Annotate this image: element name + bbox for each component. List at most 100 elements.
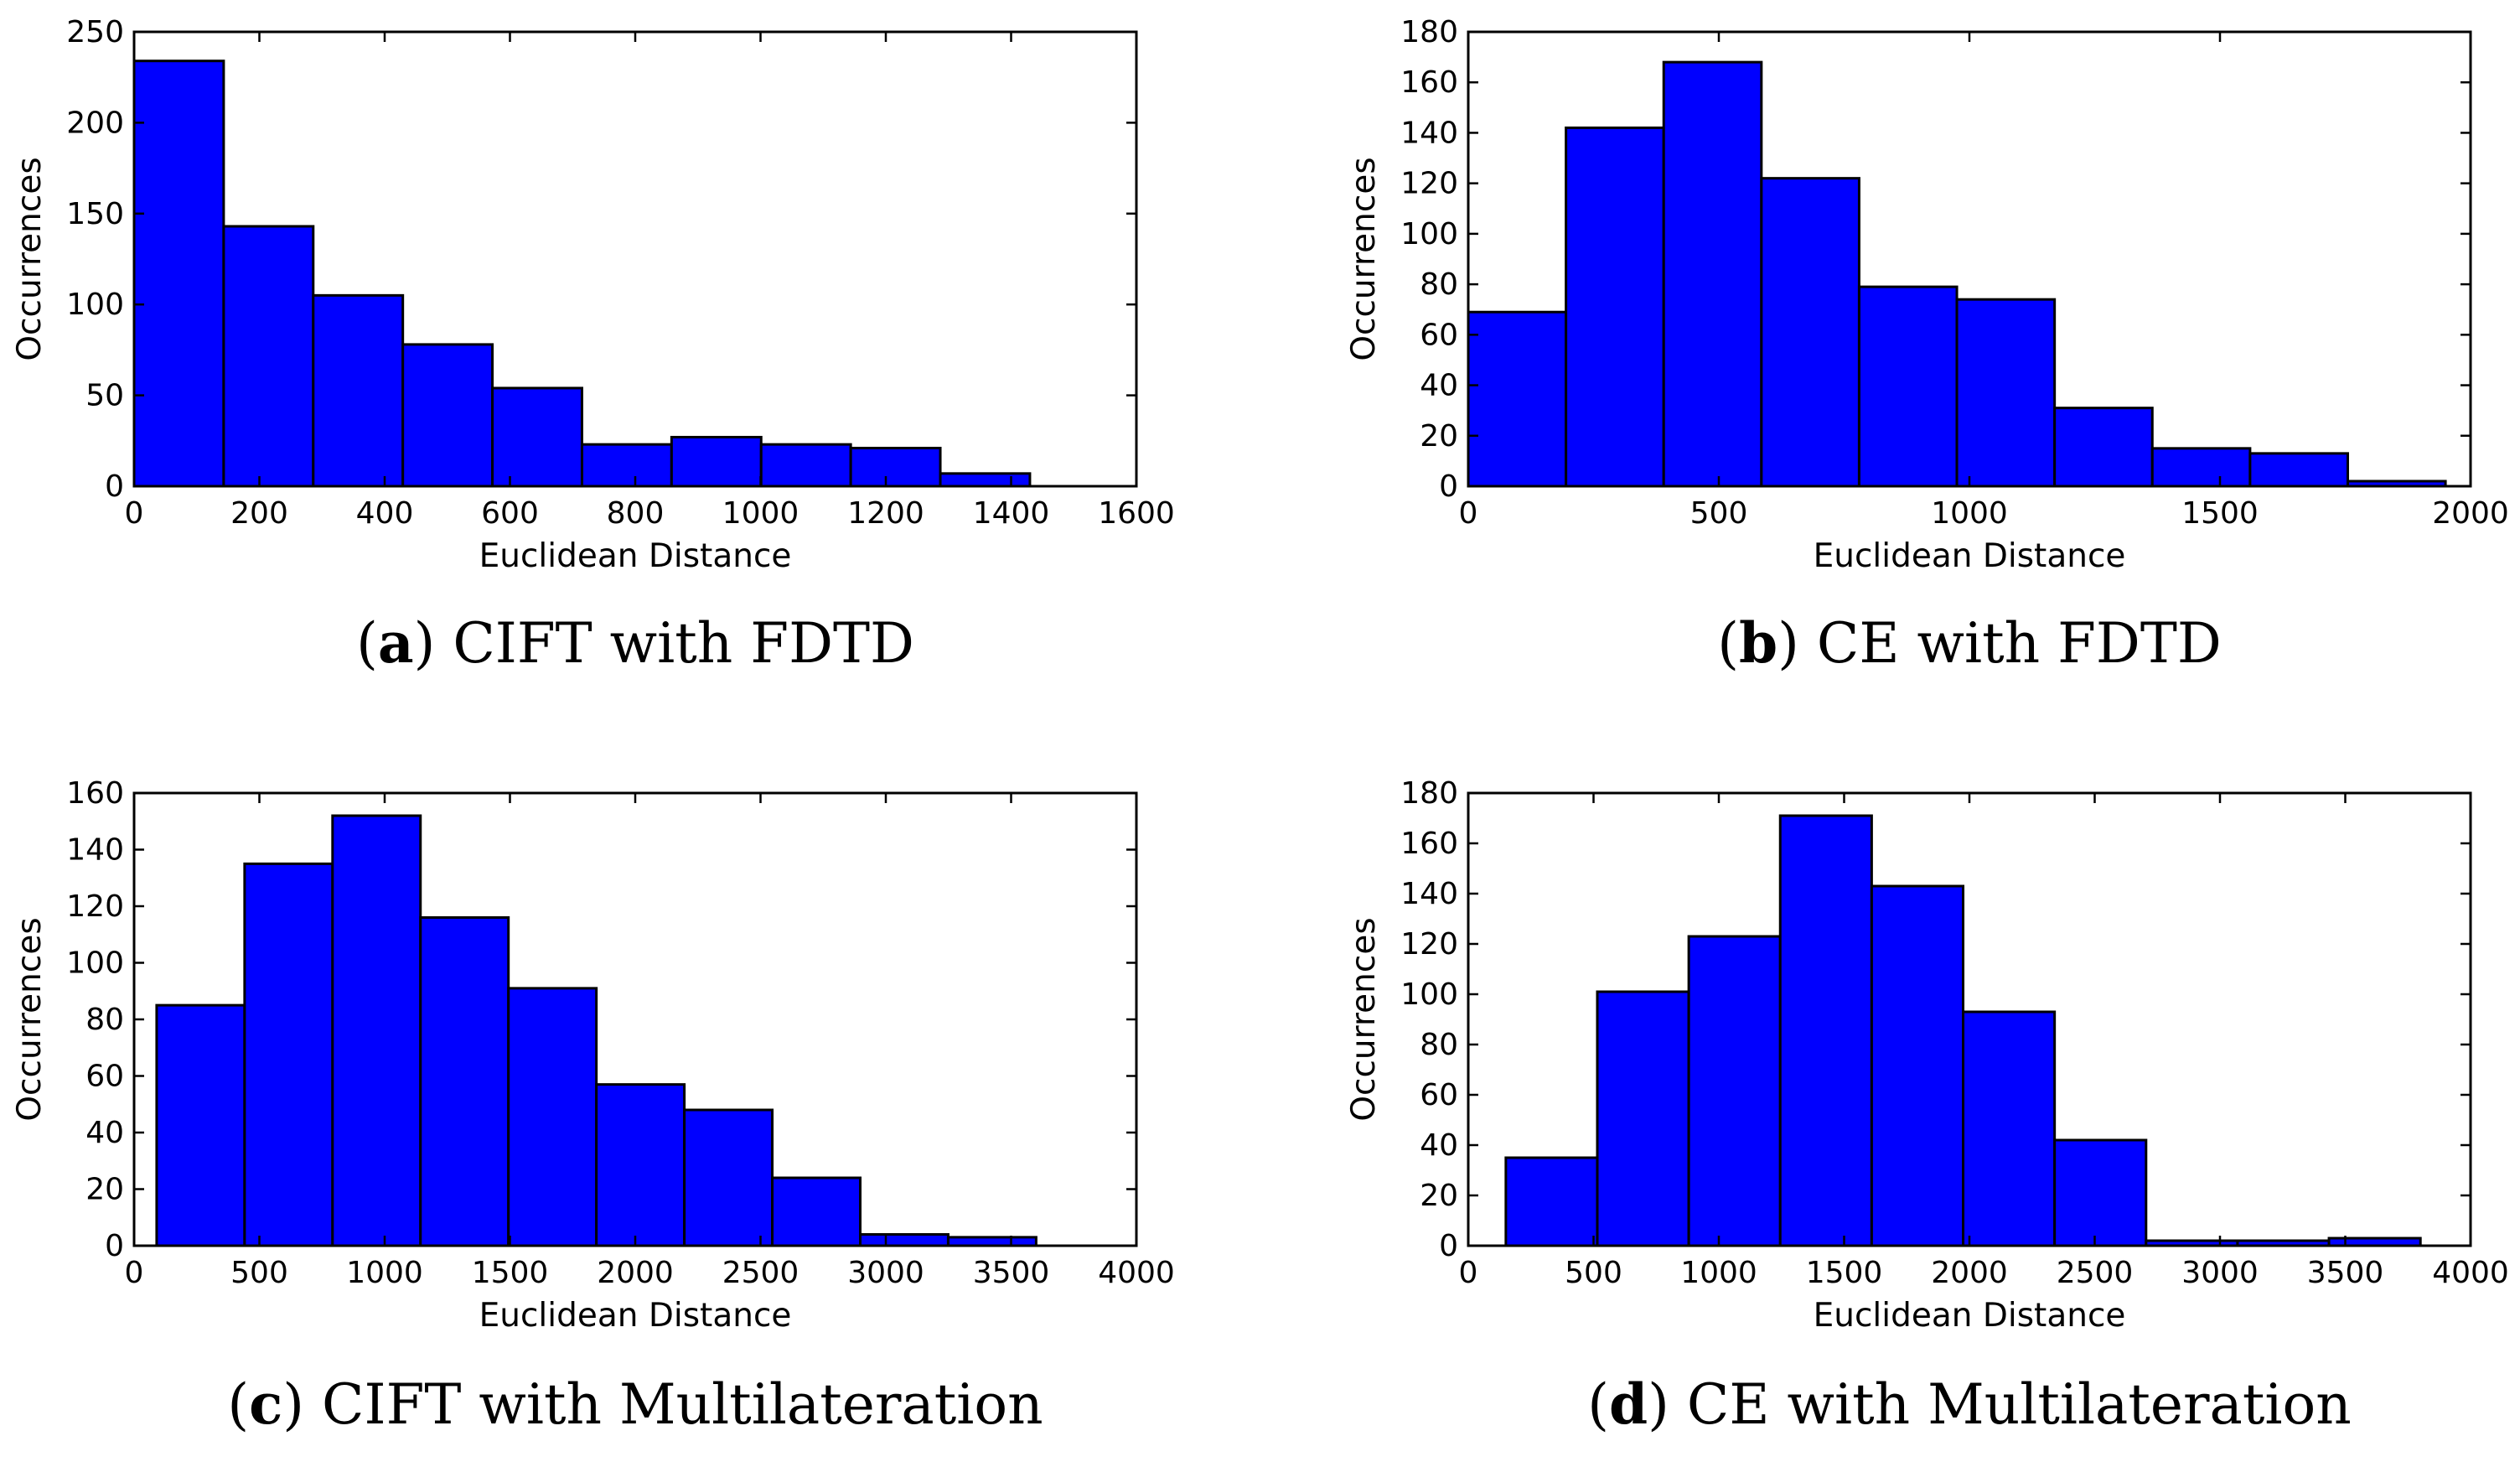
bar-d-0 [1504,1156,1599,1247]
y-tick-label-a-1: 50 [85,379,124,413]
x-tick-label-d-7: 3500 [2307,1256,2384,1290]
bar-d-3 [1778,814,1873,1247]
x-tick-label-b-0: 0 [1459,496,1478,531]
x-tick-label-d-6: 3000 [2181,1256,2259,1290]
x-tick-label-c-3: 1500 [472,1256,549,1290]
x-tick-label-a-0: 0 [125,496,144,531]
x-tick-label-a-4: 800 [607,496,665,531]
y-tick-label-b-6: 120 [1400,167,1458,201]
x-tick-label-a-2: 400 [356,496,414,531]
bar-b-8 [2248,452,2349,488]
y-tick-label-b-4: 80 [1420,267,1458,302]
bar-a-0 [132,60,225,488]
x-tick-label-c-1: 500 [230,1256,288,1290]
bar-b-0 [1467,310,1568,488]
y-axis-label-b: Occurrences [1345,157,1383,360]
caption-d: (d) CE with Multilateration [1587,1371,2352,1437]
x-axis-label-c: Euclidean Distance [479,1297,792,1335]
caption-text-b: CE with FDTD [1817,611,2222,676]
caption-c: (c) CIFT with Multilateration [227,1371,1043,1437]
x-tick-label-a-7: 1400 [973,496,1050,531]
bar-a-4 [491,386,583,488]
y-tick-label-c-3: 60 [85,1060,124,1094]
y-tick-label-d-7: 140 [1400,877,1458,911]
bar-d-5 [1962,1010,2057,1247]
bar-a-6 [670,435,763,488]
y-axis-label-d: Occurrences [1345,917,1383,1121]
x-tick-label-c-5: 2500 [722,1256,799,1290]
bar-b-3 [1760,177,1860,488]
bar-b-4 [1857,285,1959,488]
caption-text-a: CIFT with FDTD [453,611,914,676]
caption-letter-d: d [1609,1371,1648,1437]
y-tick-label-d-0: 0 [1439,1229,1458,1263]
y-tick-label-d-8: 160 [1400,827,1458,861]
y-axis-label-a: Occurrences [11,157,49,360]
y-tick-label-c-0: 0 [105,1229,124,1263]
y-tick-label-d-4: 80 [1420,1028,1458,1062]
y-tick-label-b-5: 100 [1400,217,1458,251]
bar-c-8 [859,1233,950,1247]
y-tick-label-c-8: 160 [66,776,124,811]
y-tick-label-d-9: 180 [1400,776,1458,811]
y-tick-label-a-0: 0 [105,469,124,504]
bar-a-3 [401,343,494,488]
x-tick-label-c-6: 3000 [847,1256,924,1290]
y-tick-label-b-7: 140 [1400,116,1458,150]
y-tick-label-d-5: 100 [1400,977,1458,1012]
y-tick-label-b-8: 160 [1400,65,1458,100]
caption-a: (a) CIFT with FDTD [356,610,914,676]
bar-a-5 [580,443,673,488]
y-tick-label-b-0: 0 [1439,469,1458,504]
bar-a-8 [849,446,942,488]
y-axis-label-c: Occurrences [11,917,49,1121]
x-tick-label-a-8: 1600 [1098,496,1175,531]
panel-c: 0 500 1000 1500 2000 2500 3000 3500 4000 0 20 40 60 8… [11,776,1175,1437]
x-tick-label-d-8: 4000 [2432,1256,2509,1290]
bar-b-1 [1565,126,1665,488]
x-axis-label-b: Euclidean Distance [1814,537,2126,575]
bar-b-7 [2150,447,2252,488]
caption-text-c: CIFT with Multilateration [322,1372,1043,1437]
y-tick-label-b-9: 180 [1400,15,1458,49]
y-tick-label-c-1: 20 [85,1173,124,1207]
caption-close-paren: ) [282,1372,322,1437]
bar-b-6 [2053,407,2154,488]
x-tick-label-b-2: 1000 [1931,496,2008,531]
y-tick-label-a-2: 100 [66,288,124,322]
y-tick-label-b-3: 60 [1420,318,1458,352]
caption-open-paren: ( [1587,1372,1609,1437]
panel-b: 0 500 1000 1500 2000 0 20 40 60 80 100 120 140 160 180… [1345,15,2509,676]
y-tick-label-c-2: 40 [85,1116,124,1150]
bar-b-5 [1955,298,2057,488]
caption-letter-a: a [378,610,414,676]
caption-text-d: CE with Multilateration [1687,1372,2352,1437]
y-tick-label-a-5: 250 [66,15,124,49]
bar-d-4 [1870,884,1965,1247]
y-tick-label-d-1: 20 [1420,1179,1458,1213]
y-tick-label-a-3: 150 [66,197,124,231]
bar-a-7 [759,443,852,488]
x-tick-label-c-8: 4000 [1098,1256,1175,1290]
bar-d-2 [1687,935,1782,1247]
x-tick-label-c-2: 1000 [346,1256,423,1290]
x-tick-label-d-1: 500 [1565,1256,1622,1290]
panel-d: 0 500 1000 1500 2000 2500 3000 3500 4000 0 20 40 60 8… [1345,776,2509,1437]
caption-close-paren: ) [1777,611,1817,676]
x-tick-label-c-4: 2000 [597,1256,674,1290]
bar-c-5 [595,1083,686,1247]
caption-open-paren: ( [227,1372,249,1437]
x-tick-label-c-0: 0 [125,1256,144,1290]
bar-c-4 [507,987,598,1247]
caption-open-paren: ( [356,611,378,676]
x-tick-label-b-1: 500 [1690,496,1748,531]
x-tick-label-d-0: 0 [1459,1256,1478,1290]
bar-c-1 [243,862,334,1247]
x-tick-label-c-7: 3500 [973,1256,1050,1290]
x-tick-label-a-3: 600 [481,496,539,531]
caption-letter-b: b [1739,610,1777,676]
bar-d-1 [1596,990,1690,1247]
y-tick-label-b-1: 20 [1420,419,1458,454]
x-tick-label-d-3: 1500 [1806,1256,1883,1290]
bar-c-0 [155,1003,246,1247]
